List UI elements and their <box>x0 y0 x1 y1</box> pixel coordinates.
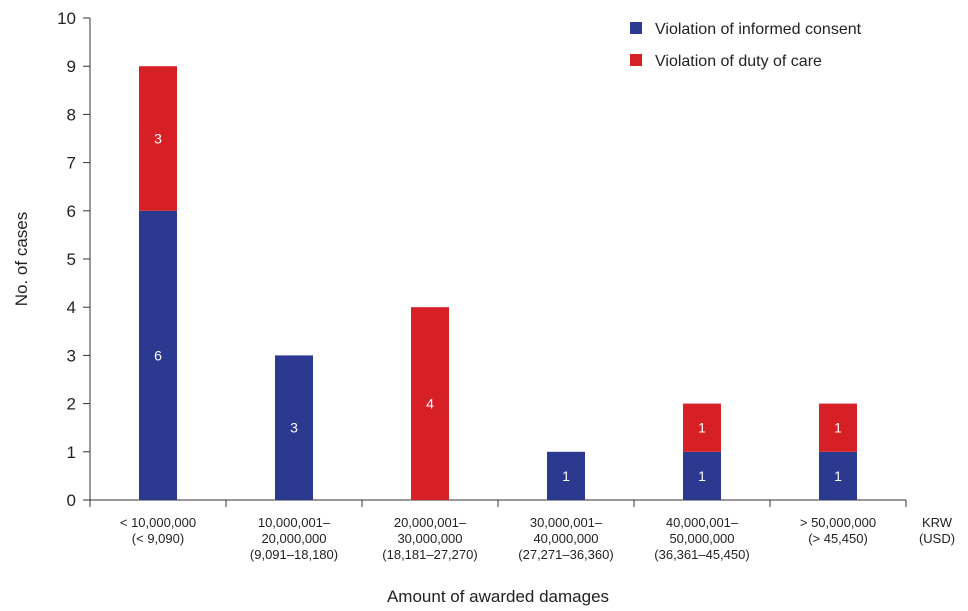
x-category-label-line: 30,000,001– <box>530 515 603 530</box>
x-category-label-line: 40,000,000 <box>533 531 598 546</box>
y-tick-label: 0 <box>67 491 76 510</box>
bar-value-label: 4 <box>426 396 434 412</box>
x-category-label-line: 20,000,001– <box>394 515 467 530</box>
y-tick-label: 9 <box>67 57 76 76</box>
legend-swatch <box>630 54 642 66</box>
x-category-label: < 10,000,000 (< 9,090) <box>120 515 196 546</box>
x-category-label-line: (36,361–45,450) <box>654 547 749 562</box>
bar-segment <box>411 307 449 500</box>
y-tick-label: 6 <box>67 202 76 221</box>
y-axis: 0 1 2 3 4 5 6 7 8 9 10 <box>57 9 91 510</box>
bar-value-label: 3 <box>290 420 298 436</box>
y-tick-label: 4 <box>67 298 76 317</box>
y-tick-label: 8 <box>67 105 76 124</box>
x-category-label-line: (> 45,450) <box>808 531 868 546</box>
y-tick-label: 2 <box>67 395 76 414</box>
x-axis-title: Amount of awarded damages <box>387 587 609 606</box>
bar-value-label: 1 <box>834 468 842 484</box>
legend-label: Violation of duty of care <box>655 53 822 70</box>
x-category-label-line: 50,000,000 <box>669 531 734 546</box>
bar-value-label: 1 <box>834 420 842 436</box>
bar-segment <box>819 403 857 452</box>
x-category-label: 30,000,001– 40,000,000 (27,271–36,360) <box>518 515 613 562</box>
bars: 6 3 3 4 1 1 1 1 1 <box>139 66 857 501</box>
bar-segment <box>139 210 177 501</box>
x-category-label-line: (< 9,090) <box>132 531 184 546</box>
bar-segment <box>547 451 585 500</box>
x-category-label: 10,000,001– 20,000,000 (9,091–18,180) <box>250 515 338 562</box>
bar-value-label: 1 <box>562 468 570 484</box>
y-tick-label: 10 <box>57 9 76 28</box>
x-category-label-line: (18,181–27,270) <box>382 547 477 562</box>
y-tick-label: 1 <box>67 443 76 462</box>
bar-value-label: 6 <box>154 347 162 363</box>
x-category-label-line: 40,000,001– <box>666 515 739 530</box>
x-category-label-line: 20,000,000 <box>261 531 326 546</box>
legend-label: Violation of informed consent <box>655 21 862 38</box>
y-axis-title: No. of cases <box>12 212 31 307</box>
bar-segment <box>683 403 721 452</box>
x-category-label-line: (27,271–36,360) <box>518 547 613 562</box>
legend-swatch <box>630 22 642 34</box>
x-category-label-line: 10,000,001– <box>258 515 331 530</box>
bar-segment <box>819 451 857 500</box>
x-category-label-line: (9,091–18,180) <box>250 547 338 562</box>
x-category-label-line: > 50,000,000 <box>800 515 876 530</box>
x-category-label-line: < 10,000,000 <box>120 515 196 530</box>
x-category-label: 20,000,001– 30,000,000 (18,181–27,270) <box>382 515 477 562</box>
y-tick-label: 5 <box>67 250 76 269</box>
bar-segment <box>139 66 177 211</box>
y-tick-label: 7 <box>67 154 76 173</box>
x-category-label: 40,000,001– 50,000,000 (36,361–45,450) <box>654 515 749 562</box>
y-tick-label: 3 <box>67 346 76 365</box>
x-unit-label: KRW (USD) <box>919 515 955 546</box>
bar-value-label: 1 <box>698 468 706 484</box>
bar-value-label: 1 <box>698 420 706 436</box>
x-category-label: > 50,000,000 (> 45,450) <box>800 515 876 546</box>
bar-value-label: 3 <box>154 131 162 147</box>
x-unit-label-line: KRW <box>922 515 953 530</box>
bar-segment <box>275 355 313 500</box>
bar-segment <box>683 451 721 500</box>
x-axis: < 10,000,000 (< 9,090)10,000,001– 20,000,0… <box>89 499 955 562</box>
x-category-label-line: 30,000,000 <box>397 531 462 546</box>
legend: Violation of informed consent Violation o… <box>630 21 862 70</box>
x-unit-label-line: (USD) <box>919 531 955 546</box>
